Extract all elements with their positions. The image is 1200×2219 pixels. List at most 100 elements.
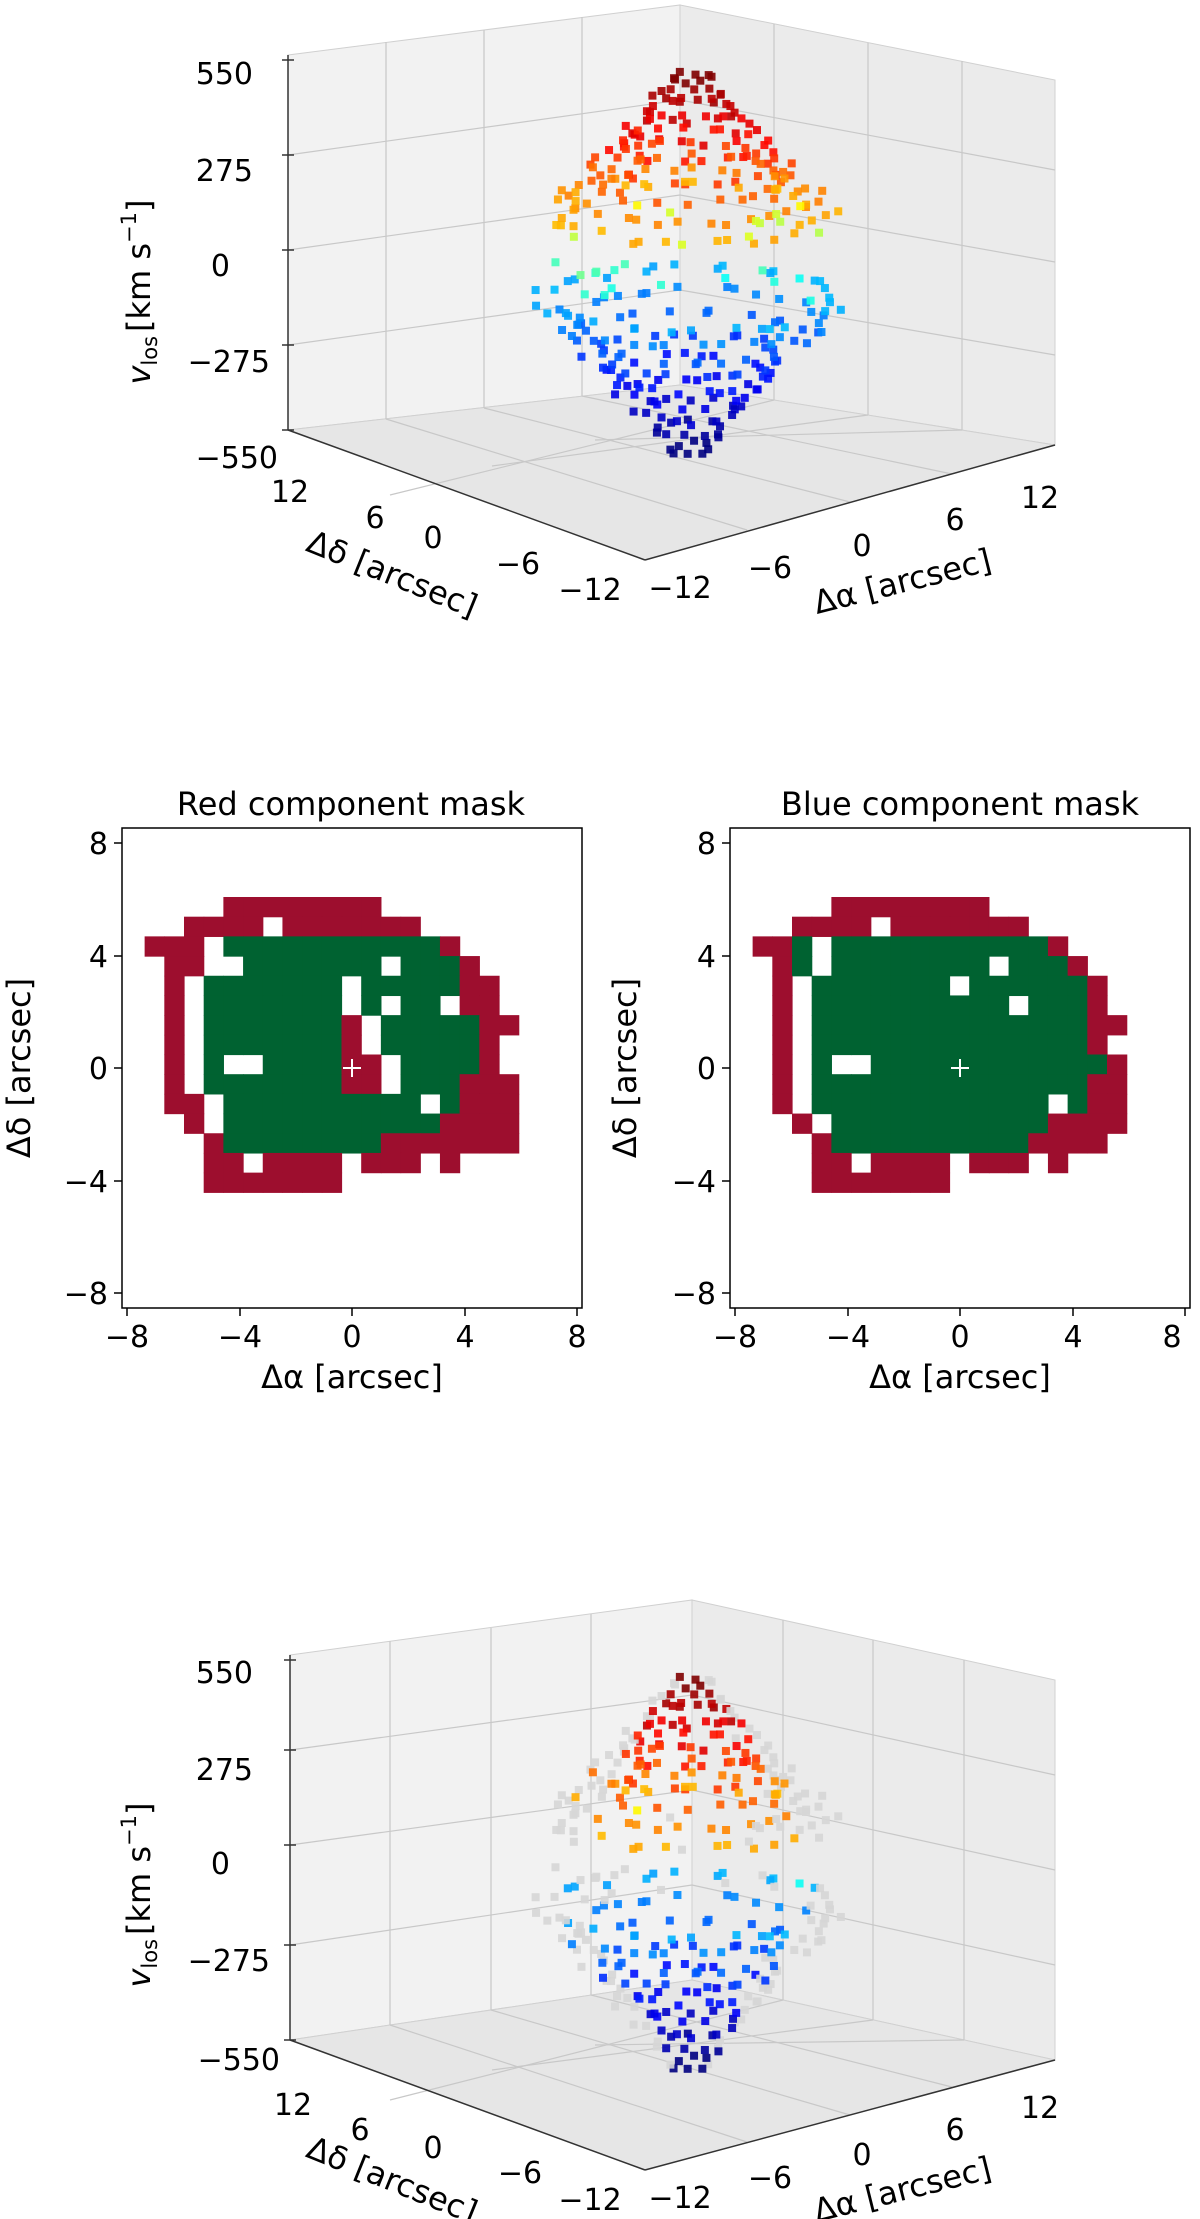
mask-pixel (988, 1074, 1010, 1095)
mask-pixel (910, 975, 931, 997)
mask-pixel (262, 1015, 284, 1036)
scatter-point (697, 352, 706, 361)
scatter-point (728, 1981, 737, 1990)
mask-pixel (223, 897, 244, 918)
scatter-point (707, 1824, 716, 1833)
mask-pixel (870, 897, 892, 918)
y-tick: 0 (89, 1052, 108, 1087)
mask-pixel (988, 916, 1010, 937)
mask-pixel (400, 916, 421, 937)
scatter-point (712, 1984, 721, 1993)
scatter-point (629, 2020, 638, 2029)
mask-pixel (302, 1152, 323, 1174)
z-tick: −275 (188, 1944, 270, 1979)
scatter-point (731, 129, 740, 138)
mask-pixel (282, 1015, 303, 1036)
scatter-point (701, 1717, 710, 1726)
mask-pixel (262, 1172, 284, 1193)
scatter-point (673, 282, 682, 291)
y-tick: −6 (498, 2156, 542, 2191)
mask-pixel (851, 1113, 872, 1134)
mask-pixel (184, 936, 205, 957)
scatter-point (712, 417, 721, 426)
scatter-point (776, 217, 785, 226)
scatter-point (558, 1934, 567, 1943)
mask-pixel (479, 1093, 500, 1115)
mask-blue-panel: Blue component mask −8 −4 0 4 8 8 4 0 −4… (606, 785, 1191, 1396)
scatter-point (775, 1903, 784, 1912)
scatter-point (652, 2042, 661, 2051)
mask-pixel (282, 897, 303, 918)
scatter-point (760, 141, 769, 150)
scatter-point (715, 2000, 724, 2009)
scatter-point (557, 1791, 566, 1800)
z-axis-label: vlos[km s−1] (117, 199, 162, 384)
mask-pixel (949, 1015, 970, 1036)
scatter-point (699, 141, 708, 150)
scatter-point (629, 239, 638, 248)
mask-pixel (890, 995, 911, 1016)
mask-pixel (851, 897, 872, 918)
scatter-point (707, 94, 716, 103)
mask-pixel (949, 995, 970, 1016)
mask-pixel (772, 1093, 793, 1115)
scatter-point (668, 1720, 677, 1729)
mask-pixel (851, 956, 872, 977)
x-tick: −6 (748, 551, 792, 586)
mask-pixel (890, 916, 911, 937)
scatter-point (758, 1983, 767, 1992)
mask-pixel (890, 1015, 911, 1036)
scatter-point (753, 1777, 762, 1786)
y-tick: 6 (365, 501, 384, 536)
scatter-point (713, 1719, 722, 1728)
scatter-point (630, 2002, 639, 2011)
scatter-point (633, 201, 642, 210)
mask-pixel (439, 1133, 461, 1154)
scatter-point (659, 341, 668, 350)
mask-pixel (223, 1034, 244, 1056)
mask-pixel (1047, 956, 1069, 977)
mask-pixel (890, 1152, 911, 1174)
scatter-point (569, 1810, 578, 1819)
scatter-point (593, 209, 602, 218)
scatter-point (653, 220, 662, 229)
scatter-point (650, 397, 659, 406)
scatter-point (751, 216, 760, 225)
mask-pixel (420, 1113, 441, 1134)
scatter-point (798, 1934, 807, 1943)
scatter-point (731, 1734, 740, 1743)
mask-pixel (1028, 1074, 1049, 1095)
scatter-point (770, 277, 779, 286)
scatter-point (659, 1968, 668, 1977)
mask-pixel (321, 1074, 343, 1095)
scatter-point (700, 2045, 709, 2054)
scatter-point (722, 1704, 731, 1713)
scatter-point (672, 417, 681, 426)
mask-pixel (341, 916, 362, 937)
mask-pixel (380, 936, 402, 957)
mask-pixel (870, 1015, 892, 1036)
scatter-point (598, 349, 607, 358)
scatter-point (697, 1963, 706, 1972)
scatter-point (787, 159, 796, 168)
scatter-point (815, 1833, 824, 1842)
scatter-point (621, 1726, 630, 1735)
scatter-point (610, 266, 619, 275)
scatter-point (619, 1801, 628, 1810)
mask-pixel (910, 1152, 931, 1174)
scatter-point (666, 1813, 675, 1822)
x-tick: −4 (826, 1320, 870, 1355)
scatter-point (662, 94, 671, 103)
mask-pixel (164, 936, 185, 957)
scatter-point (726, 1707, 735, 1716)
scatter-point (674, 390, 683, 399)
mask-pixel (341, 956, 362, 977)
mask-pixel (321, 956, 343, 977)
scatter-point (613, 335, 622, 344)
scatter-point (707, 219, 716, 228)
scatter-point (693, 1700, 702, 1709)
mask-pixel (380, 1152, 402, 1174)
scatter-point (795, 220, 804, 229)
scatter-point (737, 2015, 746, 2024)
scatter-point (760, 1944, 769, 1953)
